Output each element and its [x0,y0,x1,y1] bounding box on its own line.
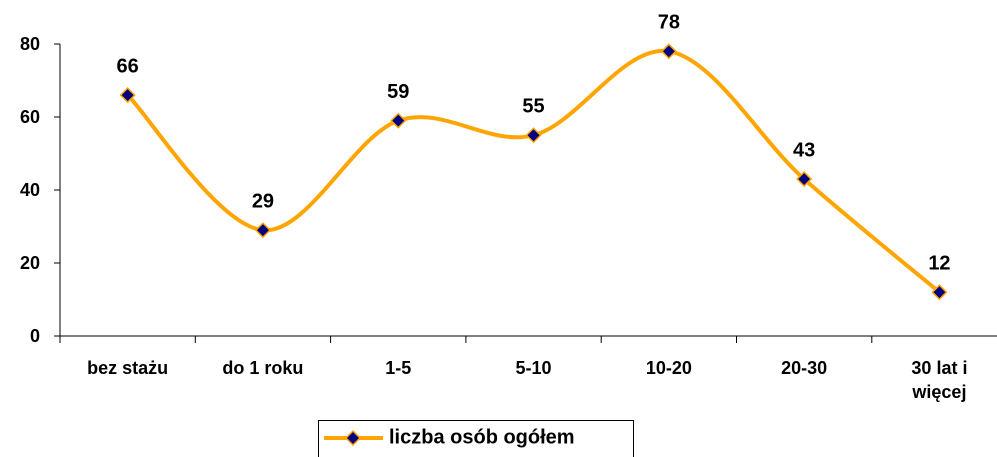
data-label: 66 [117,55,139,77]
y-tick-label: 60 [20,107,40,127]
data-label: 12 [928,252,950,274]
x-tick-label: 1-5 [385,358,412,378]
marker [390,112,407,129]
x-tick-label: 20-30 [781,358,828,378]
data-label: 55 [522,96,544,118]
x-tick-label: 5-10 [515,358,552,378]
data-label: 29 [252,190,274,212]
marker [119,87,136,104]
line [126,49,941,294]
data-label: 59 [387,81,409,103]
x-tick-label: 30 lat i więcej [911,358,968,402]
y-tick-label: 40 [20,180,40,200]
y-tick-label: 20 [20,253,40,273]
x-tick-label: bez stażu [87,358,169,378]
marker [931,284,948,301]
legend-marker [344,429,362,447]
legend-label: liczba osób ogółem [389,426,575,448]
data-label: 43 [793,139,815,161]
marker [796,170,813,188]
marker [660,43,677,60]
y-tick-label: 80 [20,34,40,54]
marker [254,222,272,239]
data-label: 78 [658,12,680,34]
marker [525,127,542,144]
y-tick-label: 0 [30,326,40,346]
x-tick-label: 10-20 [645,358,692,378]
x-tick-label: do 1 roku [222,358,304,378]
